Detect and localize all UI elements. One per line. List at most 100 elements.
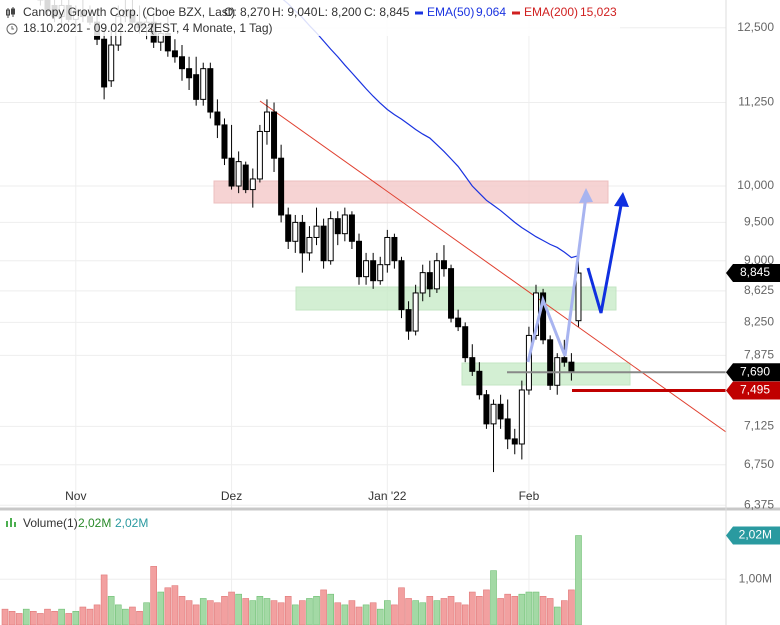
- volume-bar: [426, 596, 434, 625]
- volume-bar: [384, 600, 391, 625]
- legend-ema200: EMA(200): [524, 5, 578, 19]
- volume-bar: [263, 598, 271, 625]
- volume-flag-label: 2,02M: [739, 528, 772, 542]
- candle-body: [540, 292, 547, 341]
- candle-body: [547, 339, 554, 386]
- volume-bar: [136, 610, 143, 625]
- volume-bar: [341, 604, 349, 625]
- volume-bar: [575, 535, 582, 625]
- volume-bar: [376, 608, 384, 625]
- y-tick-label: 1,00M: [739, 571, 772, 585]
- volume-bar: [249, 600, 257, 625]
- volume-value: 2,02M: [78, 516, 111, 530]
- volume-bar: [405, 598, 412, 625]
- candle-body: [504, 418, 511, 440]
- resistance-zone: [213, 180, 609, 204]
- volume-bar: [100, 574, 108, 625]
- legend-ema200-value: 15,023: [580, 5, 617, 19]
- legend-ema50: EMA(50): [427, 5, 474, 19]
- legend-info: (EST, 4 Monate, 1 Tag): [150, 21, 273, 35]
- y-tick-label: 9,500: [744, 215, 774, 229]
- volume-bar: [242, 598, 250, 625]
- volume-bar: [568, 589, 575, 625]
- candle-body: [292, 221, 299, 242]
- price-flag: [726, 363, 780, 382]
- volume-bar: [122, 608, 129, 625]
- candle-body: [476, 370, 483, 396]
- volume-bar: [256, 596, 264, 625]
- candle-body: [306, 236, 313, 254]
- volume-bar: [114, 604, 122, 625]
- candle-body: [207, 68, 214, 113]
- legend-ema50-value: 9,064: [476, 5, 506, 19]
- volume-bar: [185, 600, 193, 625]
- volume-bar: [51, 610, 58, 625]
- candle-body: [171, 50, 178, 58]
- candle-body: [228, 157, 235, 187]
- candle-body: [405, 309, 412, 332]
- candle-body: [426, 272, 433, 290]
- x-tick-label: Dez: [221, 489, 242, 503]
- candle-body: [391, 236, 398, 262]
- price-flag-label: 7,690: [740, 364, 770, 378]
- volume-bar: [532, 591, 540, 625]
- volume-bar: [86, 608, 94, 625]
- y-tick-label: 12,500: [737, 20, 774, 34]
- arrow-head: [614, 192, 629, 207]
- volume-pane: [1, 535, 582, 625]
- candle-body: [271, 111, 278, 159]
- volume-bar: [511, 596, 519, 625]
- y-tick-label: 11,250: [738, 95, 774, 109]
- volume-bar: [15, 613, 23, 625]
- legend-open: O: 8,270: [224, 5, 270, 19]
- volume-bar: [44, 608, 51, 625]
- candle-body: [370, 260, 377, 282]
- candle-body: [398, 260, 405, 311]
- candle-body: [419, 272, 426, 294]
- clock-icon: [6, 23, 18, 35]
- volume-bar: [22, 608, 30, 625]
- volume-bar: [228, 591, 235, 625]
- candle-body: [164, 33, 171, 52]
- legend-low: L: 8,200: [318, 5, 362, 19]
- volume-bar: [355, 606, 363, 625]
- candle-body: [249, 178, 256, 191]
- volume-bar: [270, 600, 278, 625]
- volume-bar: [235, 593, 242, 625]
- arrow-head: [579, 188, 593, 203]
- volume-bar: [440, 598, 448, 625]
- y-tick-label: 6,750: [744, 457, 774, 471]
- candle-body: [214, 111, 221, 126]
- y-tick-label: 9,000: [744, 253, 774, 267]
- volume-bar: [391, 604, 398, 625]
- volume-bar: [93, 604, 101, 625]
- candle-body: [377, 264, 384, 282]
- volume-bar: [306, 598, 313, 625]
- volume-bar: [362, 604, 370, 625]
- volume-bar: [412, 600, 419, 625]
- volume-bar: [476, 596, 483, 625]
- candle-body: [263, 111, 270, 132]
- candle-body: [483, 394, 490, 425]
- volume-bar: [334, 602, 342, 625]
- volume-bar: [419, 602, 427, 625]
- legend-range: 18.10.2021 - 09.02.2022: [23, 21, 154, 35]
- volume-bar: [468, 591, 476, 625]
- price-flag: [726, 264, 780, 283]
- volume-bar: [454, 602, 462, 625]
- legend-high: H: 9,040: [272, 5, 318, 19]
- candle-body: [179, 56, 185, 70]
- candle-body: [320, 225, 327, 262]
- volume-bar: [299, 600, 306, 625]
- y-tick-label: 6,375: [744, 497, 774, 511]
- volume-bar: [192, 604, 200, 625]
- y-tick-label: 8,625: [744, 283, 774, 297]
- volume-bar: [483, 589, 490, 625]
- candle-body: [469, 357, 476, 372]
- candle-body: [440, 260, 447, 270]
- price-flag: [726, 381, 780, 400]
- trend-line: [259, 100, 726, 433]
- candle-body: [235, 161, 242, 187]
- candle-body: [511, 438, 518, 445]
